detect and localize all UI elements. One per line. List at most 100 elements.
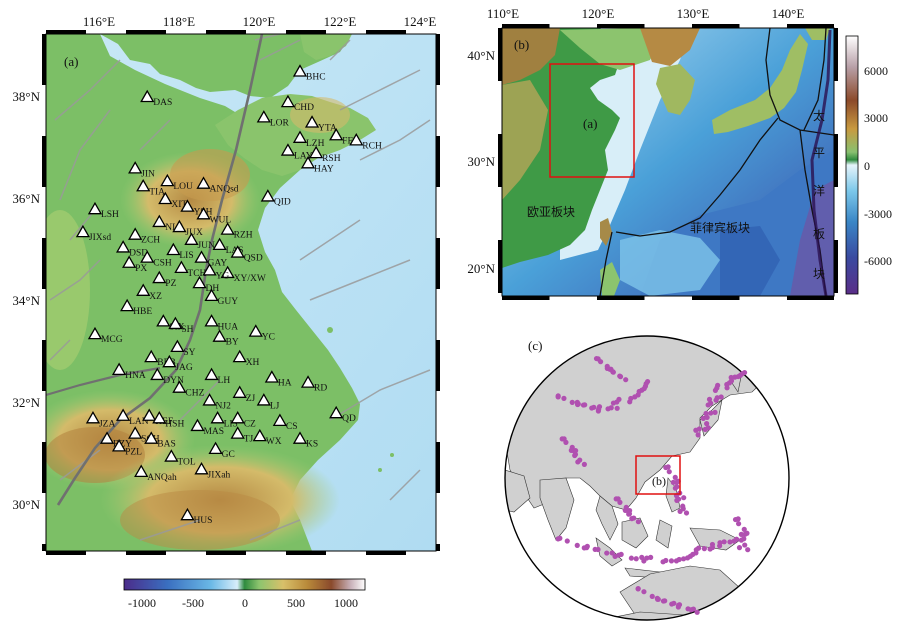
- earthquake-dot: [668, 558, 675, 564]
- station-label: GC: [222, 450, 235, 460]
- panel-b-pacific-char: 块: [813, 267, 825, 281]
- station-triangle-icon: [172, 219, 187, 233]
- earthquake-dot: [732, 516, 739, 523]
- station-marker: TIA: [136, 178, 165, 197]
- station-label: CZ: [244, 419, 256, 429]
- station-marker: BHC: [292, 64, 326, 83]
- station-triangle-icon: [180, 199, 195, 212]
- earthquake-dot: [680, 556, 687, 562]
- panel-a-xtick: 124°E: [404, 14, 437, 29]
- panel-b-xtick: 110°E: [487, 6, 519, 21]
- station-label: DAS: [153, 98, 172, 108]
- earthquake-dot: [584, 543, 590, 549]
- station-label: XZ: [149, 292, 162, 302]
- station-triangle-icon: [204, 314, 219, 327]
- earthquake-dot: [741, 369, 748, 376]
- station-triangle-icon: [230, 245, 245, 258]
- panel-b-ytick: 20°N: [467, 261, 495, 276]
- station-label: XIT: [171, 200, 187, 210]
- station-label: JIXah: [208, 470, 231, 480]
- earthquake-dot: [662, 598, 668, 604]
- station-marker: CHD: [280, 94, 314, 113]
- station-label: HUS: [193, 516, 212, 526]
- station-marker: LH: [204, 367, 231, 386]
- station-triangle-icon: [150, 367, 165, 381]
- station-triangle-icon: [152, 214, 167, 228]
- station-label: PZ: [165, 279, 176, 289]
- station-marker: HAY: [300, 155, 334, 174]
- earthquake-dot: [703, 410, 709, 417]
- panel-b-xtick: 120°E: [582, 6, 615, 21]
- station-marker: CS: [272, 413, 298, 432]
- earthquake-dot: [629, 516, 635, 522]
- station-marker: GUY: [204, 288, 238, 307]
- station-triangle-icon: [272, 413, 288, 427]
- earthquake-dot: [617, 374, 624, 380]
- station-triangle-icon: [120, 298, 135, 312]
- station-marker: XH: [232, 349, 260, 368]
- station-triangle-icon: [152, 410, 167, 424]
- station-marker: RD: [300, 375, 327, 394]
- earthquake-dot: [595, 546, 601, 553]
- earthquake-dot: [626, 511, 632, 517]
- station-marker: KS: [292, 431, 318, 450]
- station-triangle-icon: [140, 89, 155, 103]
- panel-a-frame-ticks: [42, 30, 440, 555]
- station-marker: RSH: [308, 145, 341, 164]
- station-label: CHZ: [185, 389, 204, 399]
- station-triangle-icon: [230, 426, 245, 439]
- panel-b-pacific-char: 平: [813, 146, 825, 160]
- station-label: JZA: [99, 419, 116, 429]
- station-triangle-icon: [115, 408, 131, 421]
- station-label: LH: [218, 376, 231, 386]
- earthquake-dot: [695, 432, 701, 438]
- earthquake-dot: [745, 547, 751, 553]
- earthquake-dot: [635, 519, 641, 525]
- earthquake-dot: [641, 589, 647, 595]
- station-triangle-icon: [256, 110, 271, 123]
- earthquake-dot: [593, 355, 600, 362]
- colorbar-a-tick: 1000: [334, 596, 358, 610]
- station-triangle-icon: [264, 370, 279, 383]
- earthquake-dot: [727, 539, 733, 545]
- panel-b-philippine-plate-label: 菲律宾板块: [690, 220, 750, 235]
- station-label: HA: [278, 379, 292, 389]
- station-marker: BZY: [99, 431, 132, 450]
- panel-a-xtick: 120°E: [243, 14, 276, 29]
- panel-b-inset-box: [549, 63, 635, 178]
- panel-a-ytick: 32°N: [12, 395, 40, 410]
- earthquake-dot: [639, 554, 645, 560]
- station-marker: TJ: [230, 426, 253, 445]
- colorbar-b-tick: -3000: [864, 207, 892, 221]
- earthquake-dot: [715, 382, 721, 388]
- station-marker: RZH: [220, 222, 253, 241]
- station-triangle-icon: [280, 94, 296, 108]
- station-label: ZJ: [246, 394, 256, 404]
- earthquake-dot: [569, 399, 575, 405]
- panel-c-inset-label: (b): [652, 474, 666, 488]
- station-marker: LAY: [280, 143, 313, 162]
- earthquake-dot: [559, 436, 565, 442]
- panel-a-colorbar: -1000 -500 0 500 1000: [123, 578, 366, 610]
- earthquake-dot: [609, 550, 615, 556]
- station-marker: YG: [202, 263, 229, 281]
- station-label: PZL: [125, 447, 142, 457]
- panel-b-japan: [712, 34, 808, 134]
- station-triangle-icon: [184, 232, 199, 245]
- station-label: RSH: [322, 154, 341, 164]
- station-marker: ANQsd: [196, 176, 239, 195]
- station-label: JAG: [175, 363, 193, 373]
- station-marker: NJ2: [202, 393, 231, 411]
- station-label: HAY: [314, 164, 334, 174]
- station-marker: RCH: [349, 133, 382, 151]
- earthquake-dot: [633, 556, 639, 562]
- station-label: RZH: [234, 231, 253, 241]
- station-triangle-icon: [232, 349, 247, 363]
- station-marker: DAS: [140, 89, 172, 108]
- station-label: CSH: [153, 259, 172, 269]
- station-triangle-icon: [202, 393, 217, 406]
- station-marker: WUL: [196, 206, 231, 225]
- panel-a-xtick: 116°E: [83, 14, 115, 29]
- earthquake-dot: [644, 378, 651, 385]
- station-triangle-icon: [136, 178, 151, 192]
